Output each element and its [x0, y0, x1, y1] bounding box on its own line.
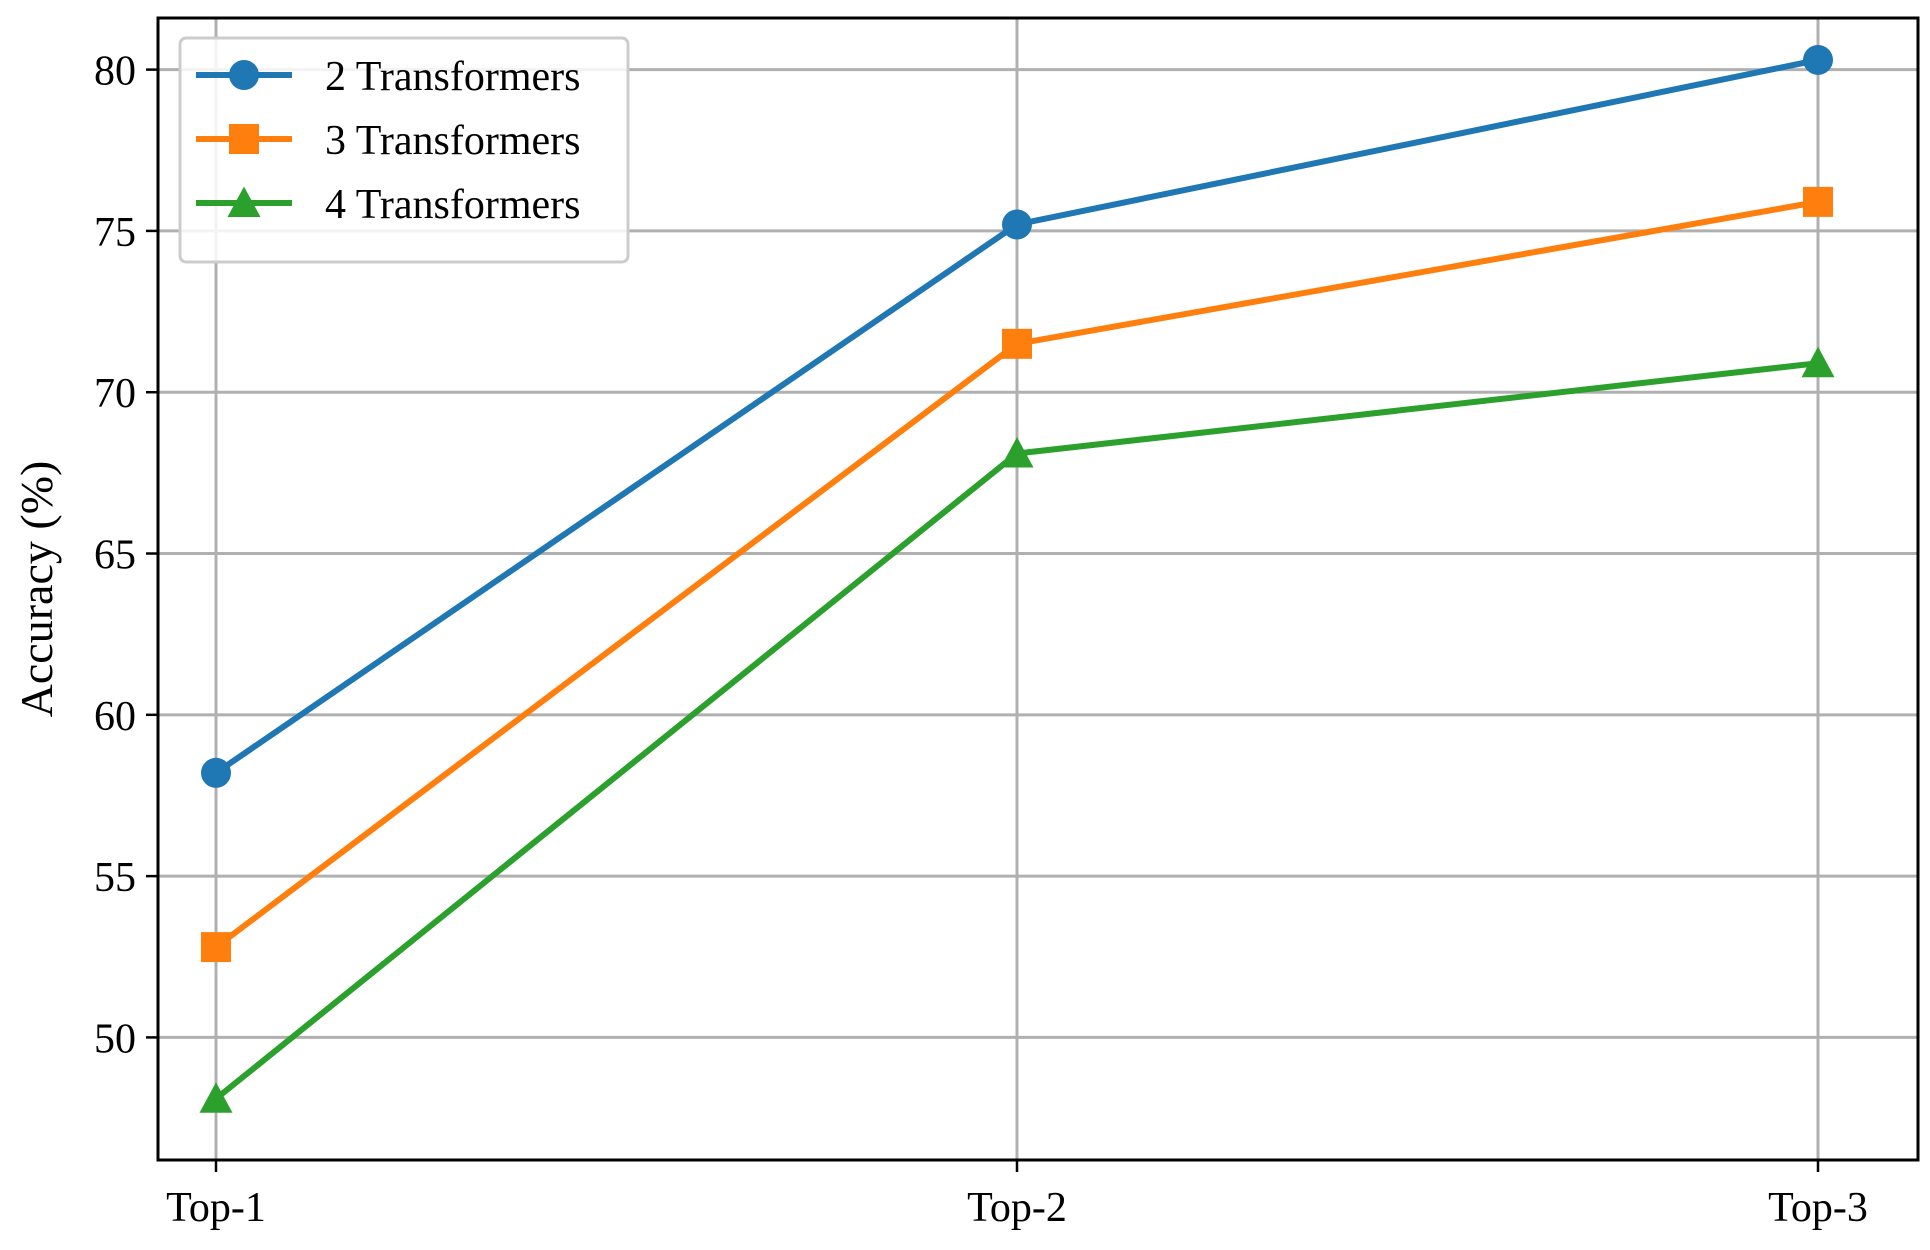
y-tick-label: 65 — [94, 533, 136, 579]
data-point — [199, 1082, 233, 1113]
y-axis-label: Accuracy (%) — [11, 461, 62, 718]
legend-marker — [229, 124, 259, 154]
data-point — [1801, 346, 1835, 378]
y-axis-ticks: 50 55 60 65 70 75 80 — [94, 49, 158, 1062]
data-point — [1002, 209, 1032, 240]
x-tick-label: Top-1 — [166, 1185, 266, 1231]
legend-label: 4 Transformers — [325, 182, 581, 228]
y-tick-label: 75 — [94, 210, 136, 256]
legend-label: 2 Transformers — [325, 54, 581, 100]
data-point — [1002, 328, 1032, 359]
x-tick-label: Top-3 — [1768, 1185, 1868, 1231]
plot-frame — [156, 16, 1920, 1162]
y-tick-label: 55 — [94, 855, 136, 901]
x-axis-ticks: Top-1 Top-2 Top-3 — [166, 1160, 1868, 1231]
y-tick-label: 70 — [94, 371, 136, 417]
x-tick-label: Top-2 — [967, 1185, 1067, 1231]
data-point — [1000, 437, 1034, 468]
legend-marker — [227, 186, 261, 218]
legend-label: 3 Transformers — [325, 118, 581, 164]
legend-marker — [229, 60, 259, 90]
data-point — [201, 757, 231, 788]
y-tick-label: 50 — [94, 1016, 136, 1062]
legend: 2 Transformers 3 Transformers 4 Transforme… — [178, 36, 630, 264]
data-point — [201, 932, 231, 963]
data-markers — [199, 44, 1835, 1113]
data-point — [1803, 186, 1833, 217]
data-point — [1803, 44, 1833, 75]
y-tick-label: 80 — [94, 49, 136, 95]
y-tick-label: 60 — [94, 694, 136, 740]
